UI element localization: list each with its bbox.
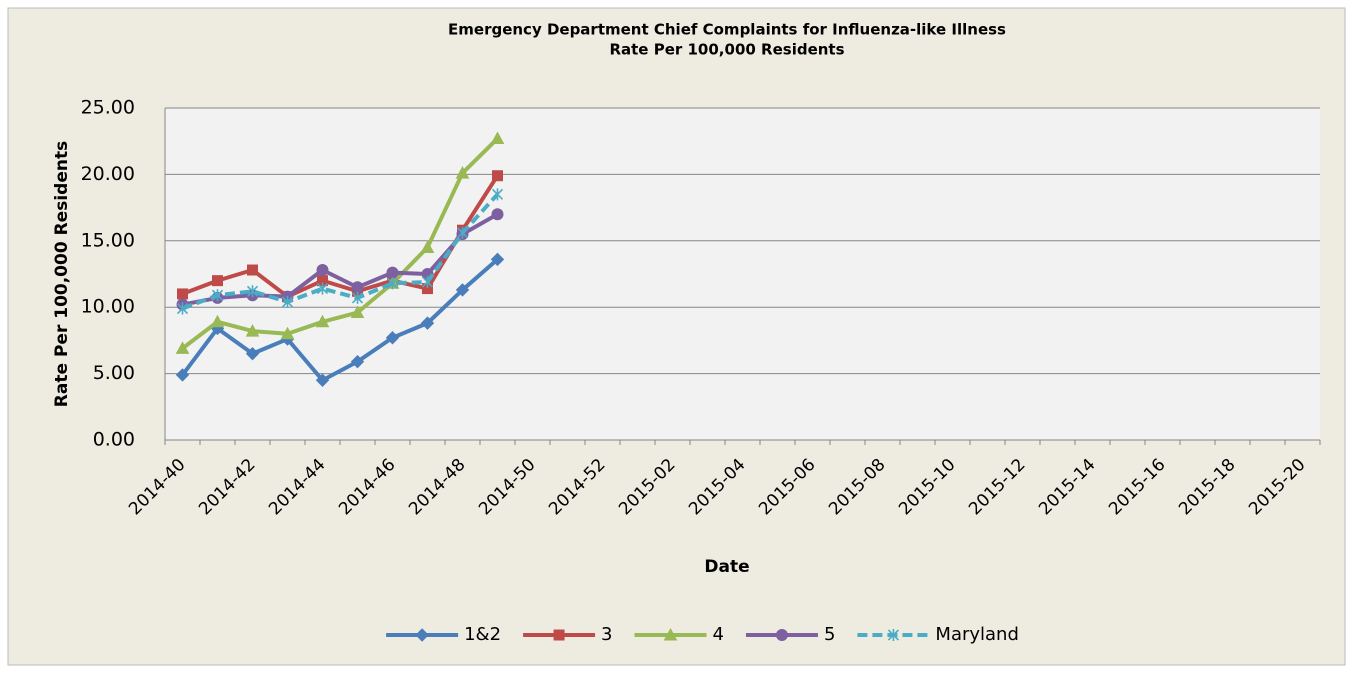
series-line [181,192,499,311]
y-tick-label: 5.00 [93,362,135,384]
y-tick-label: 0.00 [93,429,135,451]
legend-label: 1&2 [464,624,501,645]
legend-label: 5 [824,624,835,645]
legend: 1&2 3 4 5 Maryland [386,624,1019,645]
marker [663,627,678,641]
marker [211,289,224,302]
marker [176,302,189,315]
marker [420,316,435,330]
marker [456,226,469,239]
legend-label: Maryland [935,624,1018,645]
marker [245,346,260,361]
marker [415,628,429,642]
series-line [181,137,499,350]
marker [553,629,565,641]
marker [350,305,365,319]
marker [247,264,258,276]
plot-area [165,108,1320,440]
chart-subtitle: Rate Per 100,000 Residents [609,41,844,59]
marker [246,285,259,298]
y-tick-label: 25.00 [81,97,135,119]
chart-title: Emergency Department Chief Complaints fo… [448,21,1006,39]
legend-label: 3 [601,624,612,645]
marker [175,341,190,354]
marker [351,281,364,294]
y-tick-label: 20.00 [81,163,135,185]
x-axis-label: Date [704,557,749,577]
marker [210,314,225,328]
y-axis-label: Rate Per 100,000 Residents [52,141,72,407]
marker [177,288,188,300]
marker [315,314,330,328]
marker [492,170,503,182]
y-tick-label: 10.00 [81,296,135,318]
marker [212,275,223,287]
marker [386,277,399,290]
marker [491,188,504,201]
marker [385,331,400,345]
series-line [181,174,500,299]
marker [490,131,505,145]
marker [316,264,329,277]
marker [386,266,399,279]
marker [455,283,470,297]
marker [175,368,190,382]
marker [421,275,434,288]
marker [245,324,260,337]
marker [280,326,295,340]
marker [281,295,294,308]
marker [315,373,330,387]
marker [490,252,505,267]
marker [420,240,435,253]
marker [775,629,788,641]
marker [455,166,470,179]
series-line [180,257,499,383]
marker [887,629,899,641]
marker [350,354,365,369]
y-tick-label: 15.00 [81,229,135,251]
marker [316,282,329,295]
marker [491,208,504,221]
marker [351,291,364,304]
legend-label: 4 [713,624,724,645]
